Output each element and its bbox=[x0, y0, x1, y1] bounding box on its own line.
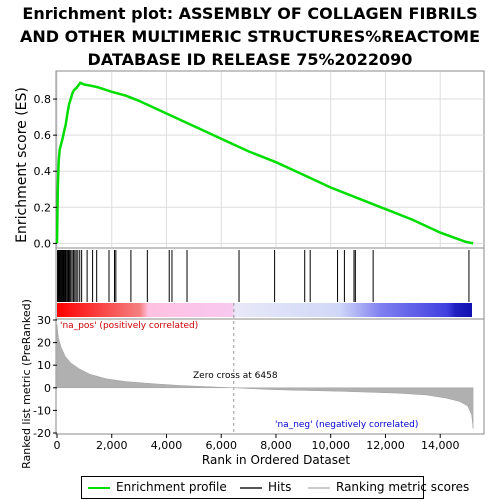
legend-swatch-ranking bbox=[308, 487, 330, 489]
xtick-label: 0 bbox=[54, 439, 61, 452]
legend-label-enrichment: Enrichment profile bbox=[116, 480, 227, 494]
rank-ytick-label: 30 bbox=[37, 314, 51, 327]
rank-ytick-label: -20 bbox=[33, 427, 51, 440]
rank-panel bbox=[55, 318, 485, 435]
rank-ytick-label: 20 bbox=[37, 337, 51, 350]
chart-title: Enrichment plot: ASSEMBLY OF COLLAGEN FI… bbox=[0, 2, 500, 71]
xtick-label: 14,000 bbox=[421, 439, 460, 452]
es-ytick-label: 0.2 bbox=[34, 201, 52, 214]
xtick-label: 10,000 bbox=[311, 439, 350, 452]
legend: Enrichment profile Hits Ranking metric s… bbox=[81, 476, 469, 499]
legend-label-ranking: Ranking metric scores bbox=[336, 480, 470, 494]
es-ytick-label: 0.4 bbox=[34, 165, 52, 178]
es-ytick-label: 0.0 bbox=[34, 237, 52, 250]
rank-ylabel: Ranked list metric (PreRanked) bbox=[20, 299, 33, 469]
es-ylabel: Enrichment score (ES) bbox=[14, 87, 30, 243]
xtick-label: 4,000 bbox=[151, 439, 183, 452]
rank-ytick-label: 0 bbox=[44, 382, 51, 395]
legend-swatch-hits bbox=[240, 487, 262, 489]
ranking-metric-area bbox=[56, 324, 474, 429]
pos-label: 'na_pos' (positively correlated) bbox=[60, 321, 198, 331]
es-ytick-label: 0.8 bbox=[34, 93, 52, 106]
xtick-label: 6,000 bbox=[205, 439, 237, 452]
title-line-3: DATABASE ID RELEASE 75%2022090 bbox=[87, 50, 413, 69]
rank-color-bar bbox=[57, 303, 472, 317]
xtick-label: 12,000 bbox=[366, 439, 405, 452]
es-ytick-label: 0.6 bbox=[34, 129, 52, 142]
xtick-label: 8,000 bbox=[260, 439, 292, 452]
xtick-label: 2,000 bbox=[96, 439, 128, 452]
legend-swatch-enrichment bbox=[88, 487, 110, 489]
title-line-2: AND OTHER MULTIMERIC STRUCTURES%REACTOME bbox=[19, 27, 481, 46]
rank-ytick-label: -10 bbox=[33, 404, 51, 417]
legend-label-hits: Hits bbox=[268, 480, 292, 494]
xlabel: Rank in Ordered Dataset bbox=[202, 453, 350, 467]
enrichment-profile-line bbox=[55, 81, 474, 245]
rank-ytick-label: 10 bbox=[37, 359, 51, 372]
zero-cross-label: Zero cross at 6458 bbox=[193, 371, 278, 381]
title-line-1: Enrichment plot: ASSEMBLY OF COLLAGEN FI… bbox=[22, 4, 478, 23]
neg-label: 'na_neg' (negatively correlated) bbox=[275, 420, 418, 430]
